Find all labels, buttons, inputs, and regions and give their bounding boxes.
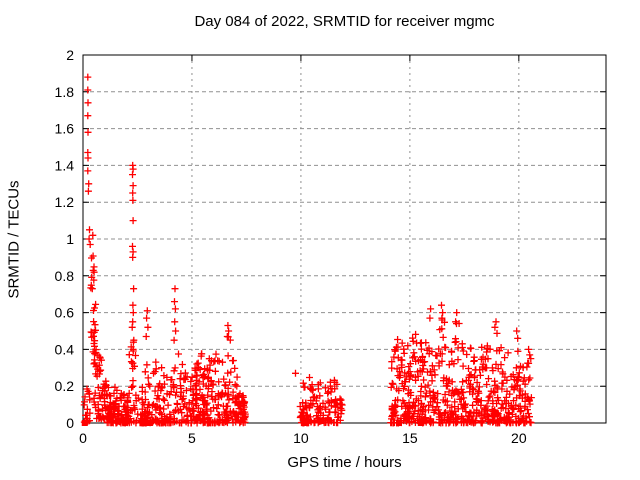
plot-border [82,54,607,424]
y-tick-label: 1.4 [55,157,75,173]
y-tick-label: 0.6 [55,305,75,321]
x-tick-label: 15 [402,430,418,446]
zero-square-marker [395,420,402,426]
x-tick-label: 0 [79,430,87,446]
x-axis-title: GPS time / hours [287,454,402,471]
y-tick-label: 0.8 [55,268,75,284]
chart-title: Day 084 of 2022, SRMTID for receiver mgm… [194,13,495,30]
y-tick-label: 0 [66,415,74,431]
y-tick-label: 1.2 [55,194,75,210]
y-tick-label: 1.6 [55,121,75,137]
y-axis-title: SRMTID / TECUs [5,180,23,299]
x-tick-label: 10 [293,430,309,446]
scatter-points [80,73,535,427]
zero-square-marker [81,420,88,426]
h-gridlines [83,91,606,387]
x-tick-label: 5 [188,430,196,446]
zero-square-marker [302,420,309,426]
zero-square-marker [146,420,153,426]
y-tick-label: 2 [66,47,74,63]
y-tick-label: 1.8 [55,84,75,100]
y-tick-label: 1 [66,231,74,247]
y-tick-label: 0.4 [55,341,75,357]
y-tick-label: 0.2 [55,378,75,394]
x-tick-label: 20 [511,430,527,446]
zero-square-marker [417,420,424,426]
